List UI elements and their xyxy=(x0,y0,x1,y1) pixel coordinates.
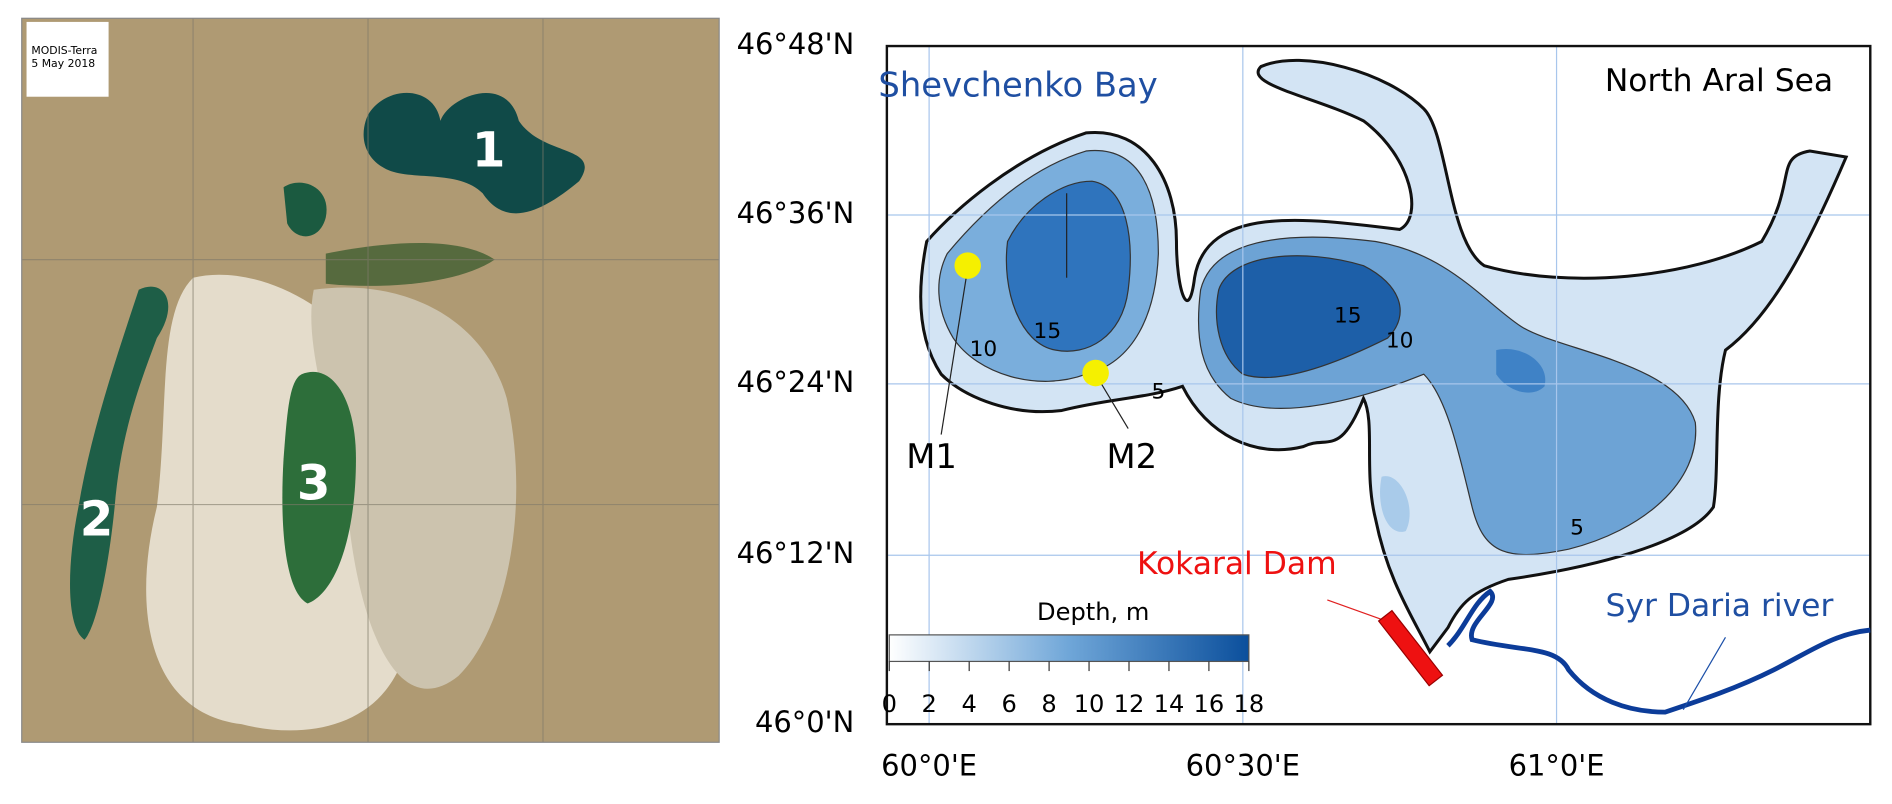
sea-label: 1 xyxy=(472,122,506,178)
lat-label: 46°12'N xyxy=(737,536,855,570)
contour-label: 10 xyxy=(1386,329,1414,354)
colorbar-tick-label: 16 xyxy=(1194,690,1225,718)
leader-line xyxy=(940,267,969,435)
colorbar-tick-label: 18 xyxy=(1234,690,1265,718)
colorbar-tick-label: 14 xyxy=(1154,690,1185,718)
colorbar-tick-label: 0 xyxy=(882,690,897,718)
lon-label: 60°0'E xyxy=(881,749,977,783)
colorbar-tick-label: 8 xyxy=(1041,690,1056,718)
sea-label: 3 xyxy=(297,455,331,511)
sea-label: 2 xyxy=(80,492,114,548)
panel-frame xyxy=(21,17,720,743)
leader-line xyxy=(1682,636,1727,710)
lon-label: 60°30'E xyxy=(1186,749,1300,783)
satellite-image xyxy=(21,18,720,743)
caption: 5 May 2018 xyxy=(31,57,95,70)
river xyxy=(1446,588,1871,715)
lat-label: 46°36'N xyxy=(737,196,855,230)
colorbar-tick-label: 6 xyxy=(1001,690,1016,718)
leader-line xyxy=(1327,599,1388,623)
bathymetry-map xyxy=(919,58,1849,655)
station-label: M1 xyxy=(906,437,957,476)
caption: MODIS-Terra xyxy=(31,44,97,57)
station xyxy=(954,252,981,279)
lat-label: 46°0'N xyxy=(755,705,854,739)
dam xyxy=(1377,609,1444,687)
place-label: Kokaral Dam xyxy=(1137,546,1337,582)
station-label: M2 xyxy=(1107,437,1158,476)
contour-label: 10 xyxy=(970,337,998,362)
lat-label: 46°48'N xyxy=(737,27,855,61)
colorbar-title: Depth, m xyxy=(1037,598,1149,626)
contour-label: 5 xyxy=(1151,379,1165,404)
map-title: North Aral Sea xyxy=(1605,63,1833,99)
colorbar-tick-label: 10 xyxy=(1074,690,1105,718)
map-frame xyxy=(885,44,1872,726)
place-label: Shevchenko Bay xyxy=(878,66,1157,105)
lat-label: 46°24'N xyxy=(737,365,855,399)
place-label: Syr Daria river xyxy=(1606,588,1834,624)
contour-label: 5 xyxy=(1570,516,1584,541)
contour-label: 15 xyxy=(1334,303,1362,328)
lon-label: 61°0'E xyxy=(1509,749,1605,783)
colorbar-tick-label: 2 xyxy=(922,690,937,718)
contour-label: 15 xyxy=(1034,319,1062,344)
colorbar xyxy=(888,634,1250,663)
colorbar-tick-label: 12 xyxy=(1114,690,1145,718)
station xyxy=(1082,359,1109,387)
colorbar-tick-label: 4 xyxy=(962,690,977,718)
